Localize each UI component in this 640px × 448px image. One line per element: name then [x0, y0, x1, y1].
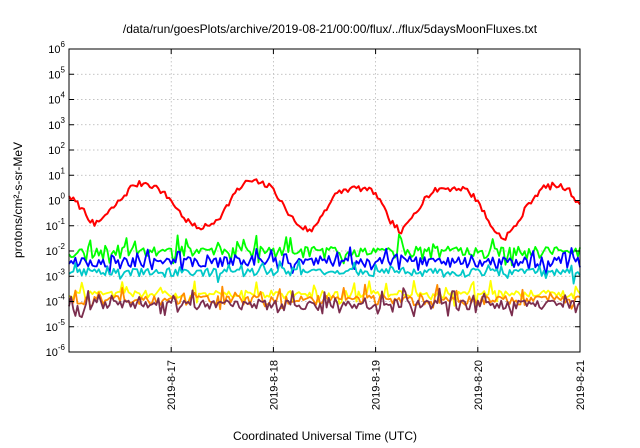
y-tick-label: 100: [48, 192, 65, 208]
x-tick-label: 2019-8-21: [575, 360, 587, 410]
y-tick-label: 10-1: [46, 217, 66, 233]
y-tick-label: 101: [48, 166, 65, 182]
x-tick-label: 2019-8-18: [268, 360, 280, 410]
x-tick-label: 2019-8-17: [166, 360, 178, 410]
y-tick-label: 102: [48, 141, 65, 157]
x-axis-label: Coordinated Universal Time (UTC): [233, 429, 417, 443]
x-axis: 2019-8-17 2019-8-18 2019-8-19 2019-8-20 2019…: [166, 49, 587, 410]
y-tick-label: 10-2: [46, 242, 66, 258]
y-tick-label: 103: [48, 116, 65, 132]
series-layer: [68, 178, 581, 319]
series-line: [68, 259, 581, 285]
y-tick-label: 10-5: [46, 318, 66, 334]
x-tick-label: 2019-8-19: [371, 360, 383, 410]
x-tick-label: 2019-8-20: [473, 360, 485, 410]
series-line: [68, 246, 581, 277]
chart-title: /data/run/goesPlots/archive/2019-08-21/0…: [123, 22, 538, 36]
y-tick-label: 104: [48, 91, 65, 107]
y-tick-label: 10-3: [46, 267, 66, 283]
y-axis-label: protons/cm²-s-sr-MeV: [11, 142, 25, 258]
series-line: [68, 287, 581, 319]
y-tick-label: 10-6: [46, 343, 66, 359]
series-line: [68, 178, 581, 241]
y-tick-label: 106: [48, 40, 65, 56]
y-tick-label: 105: [48, 65, 65, 81]
y-axis: 10-6 10-5 10-4 10-3 10-2 10-1 100 101 102 103 104 1…: [46, 40, 580, 359]
y-tick-label: 10-4: [46, 293, 66, 309]
